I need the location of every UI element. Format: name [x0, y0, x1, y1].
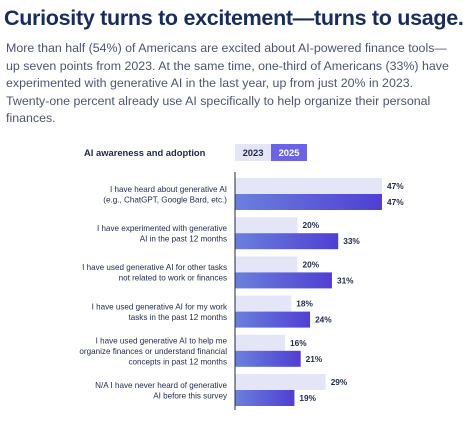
category-label: I have used generative AI for other task…: [82, 263, 227, 272]
intro-paragraph: More than half (54%) of Americans are ex…: [6, 41, 449, 125]
category-label: N/A I have never heard of generative: [95, 381, 227, 390]
data-label-2023: 20%: [303, 259, 320, 269]
bar-2023: [235, 178, 382, 194]
data-label-2023: 20%: [303, 220, 320, 230]
bar-2025: [235, 311, 311, 328]
category-label: AI in the past 12 months: [140, 234, 227, 243]
bar-2025: [235, 194, 382, 210]
data-label-2025: 31%: [337, 275, 354, 285]
data-label-2023: 47%: [387, 181, 404, 191]
category-label: I have heard about generative AI: [110, 185, 227, 194]
headline: Curiosity turns to excitement—turns to u…: [4, 6, 463, 30]
bar-2023: [235, 217, 298, 234]
data-label-2025: 21%: [306, 354, 323, 364]
category-label: not related to work or finances: [119, 274, 227, 283]
bar-2025: [235, 233, 339, 250]
data-label-2023: 16%: [290, 338, 307, 348]
data-label-2025: 33%: [343, 236, 360, 246]
category-label: organize finances or understand financia…: [79, 347, 227, 356]
bar-2025: [235, 390, 295, 406]
data-label-2025: 47%: [387, 197, 404, 207]
bar-2023: [235, 256, 298, 273]
bar-2025: [235, 350, 301, 367]
category-label: I have experimented with generative: [97, 224, 228, 233]
category-label: (e.g., ChatGPT, Google Bard, etc.): [103, 195, 227, 204]
bar-2025: [235, 272, 332, 289]
bar-2023: [235, 374, 326, 390]
bar-2023: [235, 334, 286, 351]
legend-2025: 2025: [271, 144, 307, 161]
data-label-2025: 19%: [299, 393, 316, 403]
category-label: I have used generative AI to help me: [96, 336, 228, 345]
data-label-2023: 18%: [296, 299, 313, 309]
legend-2023: 2023: [235, 144, 271, 161]
chart-title: AI awareness and adoption: [84, 147, 206, 158]
category-label: I have used generative AI for my work: [92, 302, 228, 311]
data-label-2023: 29%: [331, 377, 348, 387]
category-label: concepts in past 12 months: [128, 357, 227, 366]
bar-chart: 47% 47% I have heard about generative AI(e…: [79, 172, 404, 410]
category-label: AI before this survey: [153, 391, 228, 400]
data-label-2025: 24%: [315, 315, 332, 325]
bar-2023: [235, 295, 292, 312]
category-label: tasks in the past 12 months: [128, 313, 227, 322]
